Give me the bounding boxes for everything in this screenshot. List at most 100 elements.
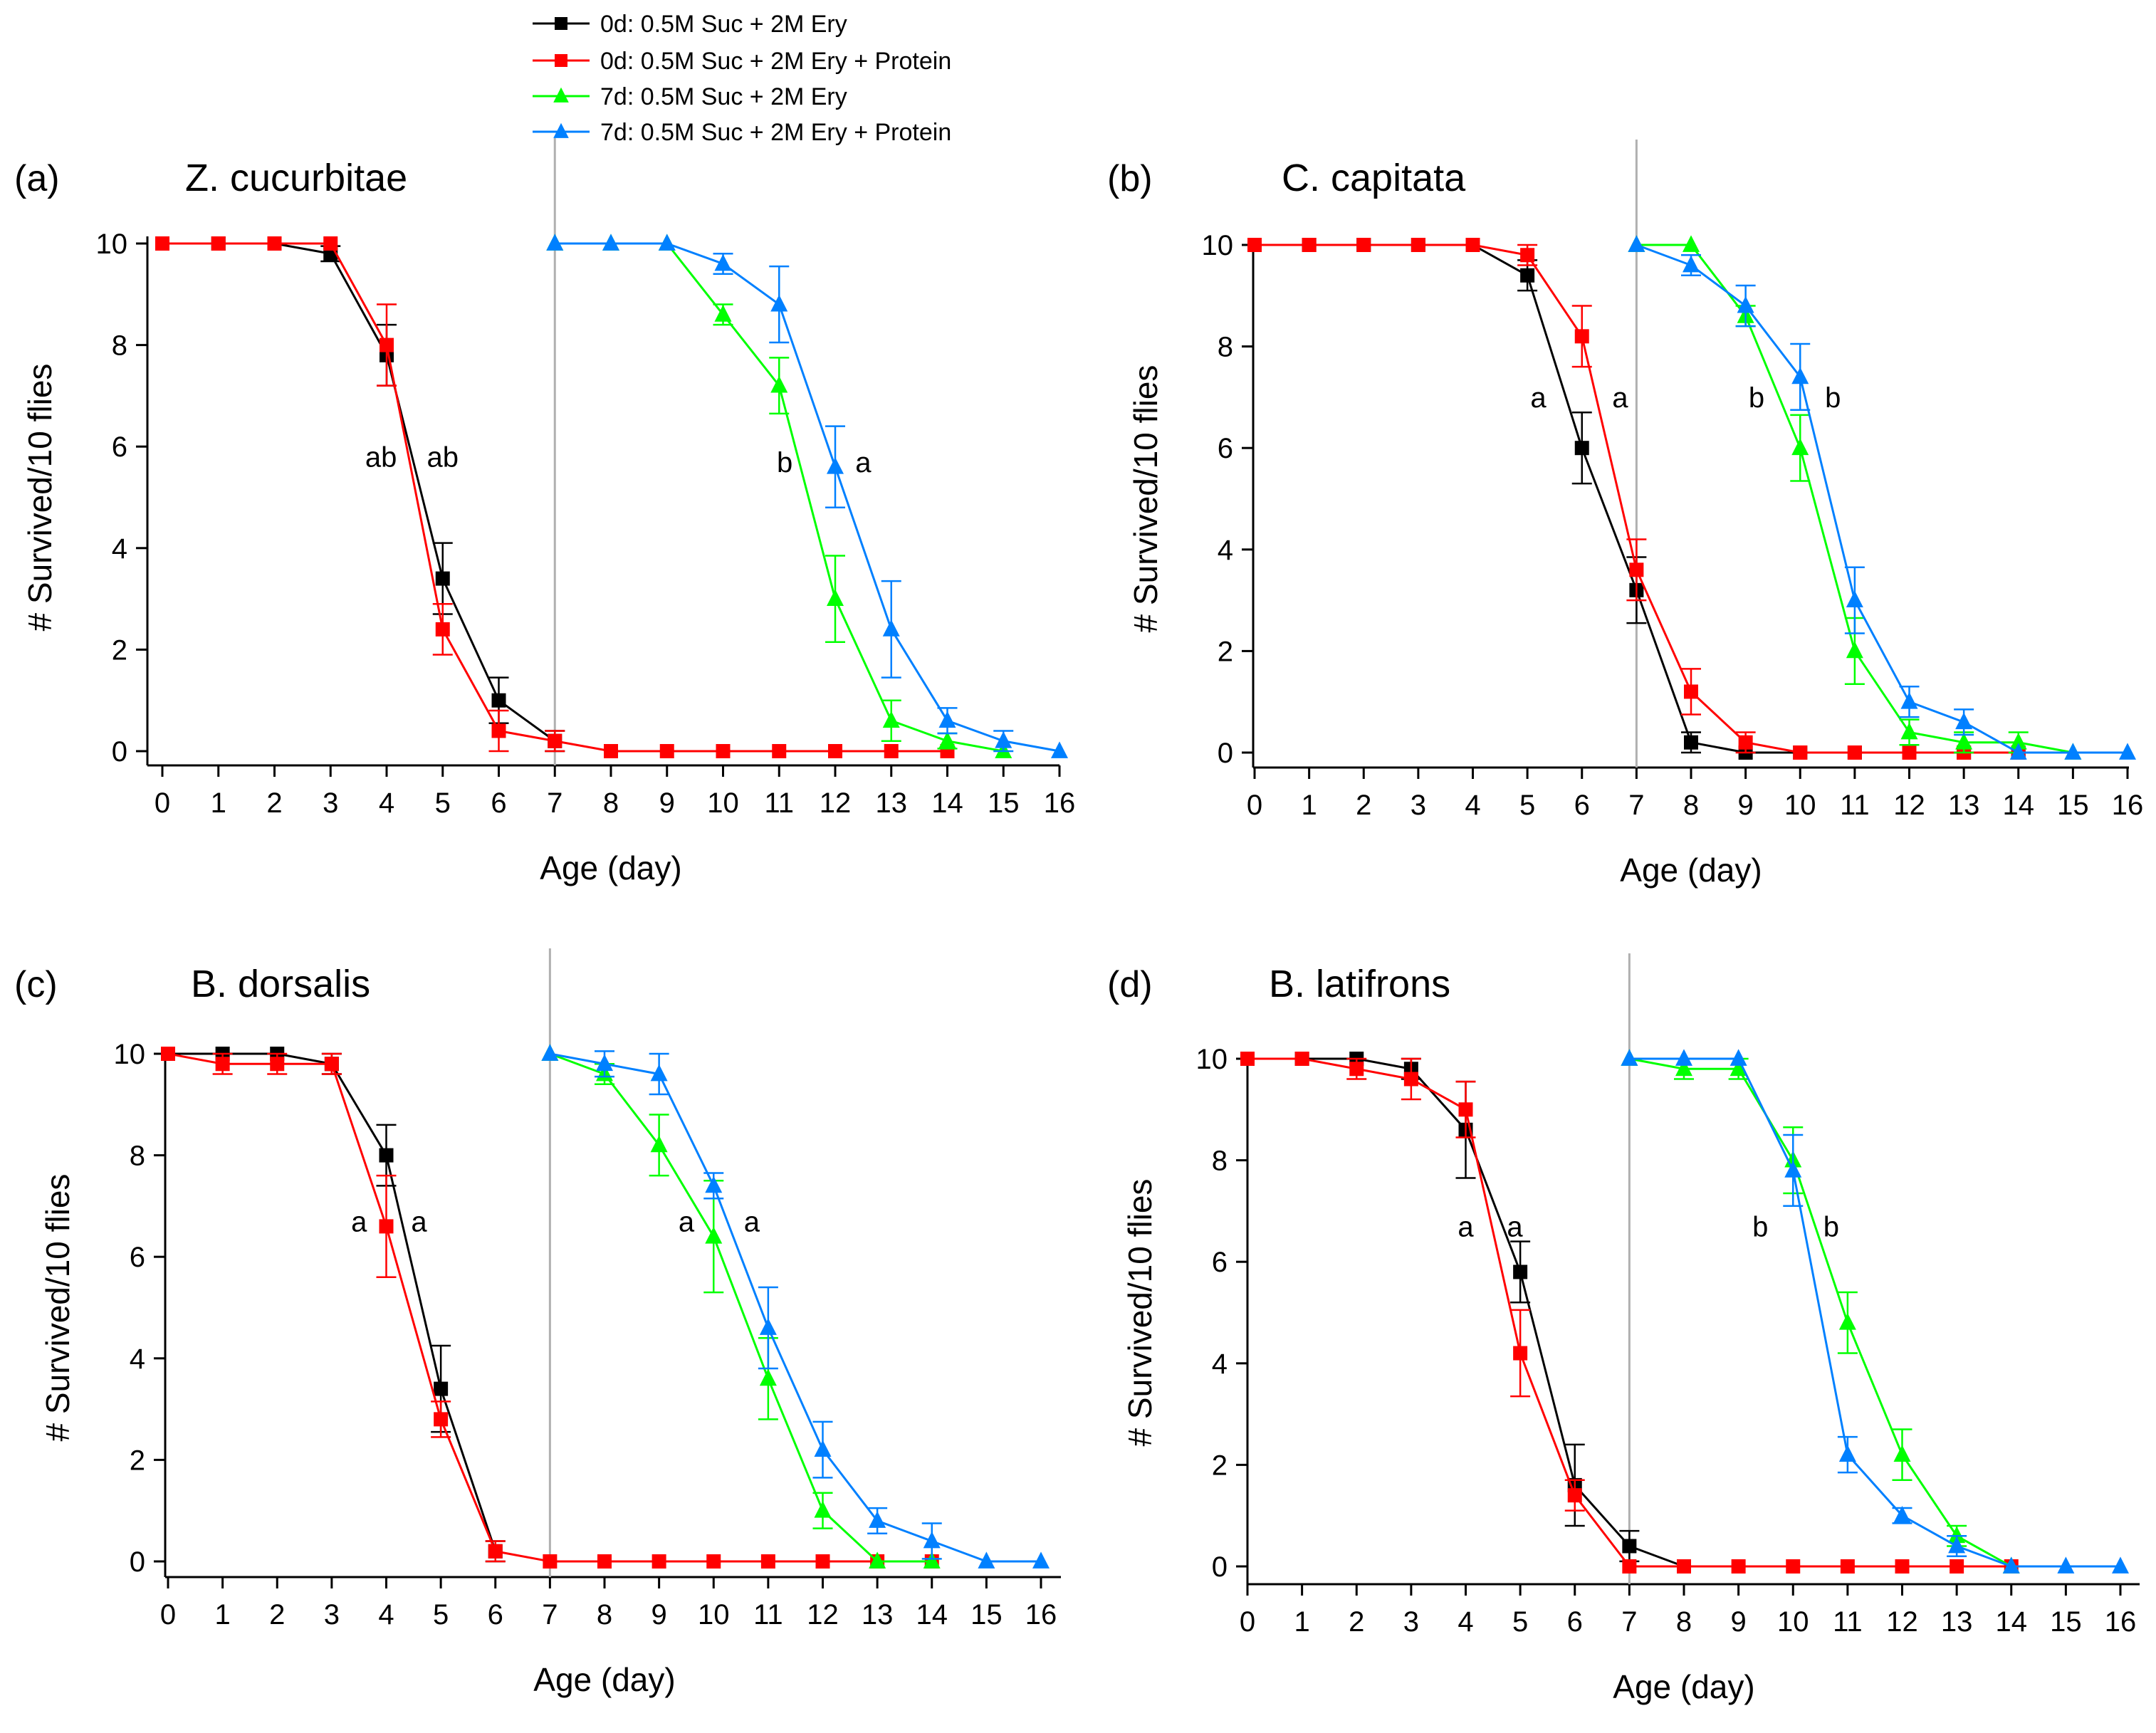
data-point (938, 731, 956, 748)
x-tick-label: 15 (988, 787, 1020, 819)
data-point (772, 744, 787, 758)
x-tick-label: 12 (1893, 790, 1925, 821)
y-tick-label: 10 (1196, 1044, 1228, 1075)
x-tick-label: 16 (2112, 790, 2144, 821)
data-point (2119, 743, 2136, 760)
x-tick-label: 0 (1247, 790, 1262, 821)
data-point (1895, 1559, 1910, 1574)
chart-title: B. dorsalis (191, 963, 370, 1005)
data-point (1675, 1049, 1692, 1066)
data-point (1403, 1072, 1418, 1087)
data-point (1513, 1346, 1528, 1361)
x-tick-label: 13 (1941, 1606, 1973, 1638)
data-series (541, 1044, 1050, 1569)
data-point (155, 236, 169, 251)
x-axis-label: Age (day) (540, 849, 681, 886)
data-point (815, 1554, 830, 1569)
data-point (1955, 733, 1973, 750)
y-tick-label: 8 (112, 330, 127, 362)
data-point (1051, 741, 1068, 758)
data-point (215, 1057, 230, 1072)
x-tick-label: 6 (488, 1599, 503, 1630)
x-tick-label: 2 (1356, 790, 1371, 821)
data-point (814, 1501, 832, 1518)
x-tick-label: 5 (433, 1599, 449, 1630)
data-point (324, 1057, 339, 1072)
data-point (1950, 1559, 1964, 1574)
data-point (211, 236, 226, 251)
data-point (1567, 1488, 1582, 1503)
significance-label: a (411, 1207, 427, 1238)
x-tick-label: 0 (155, 787, 170, 819)
significance-label: b (1749, 382, 1764, 414)
legend-label: 7d: 0.5M Suc + 2M Ery (600, 83, 847, 110)
data-point (543, 1554, 558, 1569)
x-axis-label: Age (day) (1613, 1668, 1754, 1705)
data-point (1628, 235, 1645, 252)
data-point (596, 1054, 613, 1072)
data-point (658, 234, 676, 251)
legend-entry: 0d: 0.5M Suc + 2M Ery (533, 11, 847, 38)
x-tick-label: 14 (931, 787, 963, 819)
data-point (1675, 1059, 1692, 1077)
x-tick-label: 3 (1403, 1606, 1419, 1638)
x-tick-label: 10 (1784, 790, 1816, 821)
data-point (1684, 684, 1698, 699)
data-point (1574, 329, 1589, 344)
data-point (706, 1554, 721, 1569)
x-tick-label: 8 (1676, 1606, 1692, 1638)
series-line (1629, 1057, 2012, 1568)
data-point (716, 744, 731, 758)
legend: 0d: 0.5M Suc + 2M Ery 0d: 0.5M Suc + 2M … (533, 11, 951, 146)
data-point (705, 1227, 723, 1244)
data-series (161, 1047, 506, 1563)
y-tick-label: 2 (1218, 636, 1233, 667)
data-point (161, 1047, 175, 1061)
x-tick-label: 6 (491, 787, 506, 819)
significance-label: a (1507, 1212, 1523, 1243)
x-tick-label: 5 (1519, 790, 1535, 821)
data-point (814, 1440, 832, 1457)
legend-entry: 7d: 0.5M Suc + 2M Ery (533, 83, 847, 110)
y-tick-label: 8 (1218, 332, 1233, 363)
significance-label: ab (365, 442, 397, 473)
x-tick-label: 2 (266, 787, 282, 819)
data-point (1738, 735, 1753, 750)
data-point (938, 711, 956, 728)
x-tick-label: 7 (1628, 790, 1644, 821)
data-point (434, 1381, 449, 1396)
x-tick-label: 13 (1948, 790, 1980, 821)
data-point (267, 236, 282, 251)
data-point (379, 1219, 394, 1234)
data-point (882, 619, 900, 637)
data-point (714, 253, 732, 271)
x-tick-label: 8 (597, 1599, 612, 1630)
data-point (1520, 248, 1535, 263)
data-point (882, 711, 900, 728)
x-tick-label: 2 (1349, 1606, 1364, 1638)
y-tick-label: 6 (112, 431, 127, 463)
x-tick-label: 16 (2105, 1606, 2137, 1638)
data-series (155, 236, 565, 753)
data-point (546, 234, 564, 251)
data-point (923, 1551, 941, 1569)
data-point (659, 744, 674, 758)
data-point (1677, 1559, 1691, 1574)
x-tick-label: 10 (698, 1599, 730, 1630)
data-point (1948, 1526, 1966, 1544)
significance-label: ab (427, 442, 459, 473)
x-tick-label: 5 (1512, 1606, 1528, 1638)
x-tick-label: 13 (876, 787, 908, 819)
data-point (270, 1057, 285, 1072)
data-point (1846, 641, 1863, 659)
x-tick-label: 1 (1294, 1606, 1310, 1638)
data-point (1683, 235, 1700, 252)
data-point (2009, 743, 2027, 760)
data-point (1247, 238, 1262, 252)
data-point (650, 1064, 668, 1082)
data-point (1948, 1536, 1966, 1554)
